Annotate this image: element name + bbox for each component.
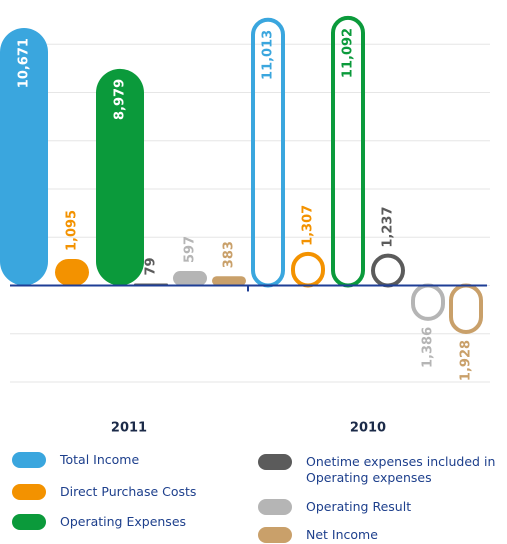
legend-item: Total Income — [12, 452, 139, 468]
chart: 2011 2010 10,671 11,013 1,095 1,307 8,979 11,09… — [0, 15, 490, 436]
x-tick-label: 2010 — [350, 421, 386, 436]
legend-swatch — [258, 454, 292, 470]
data-label: 1,237 — [381, 206, 396, 247]
bar — [96, 68, 144, 286]
legend-swatch — [12, 484, 46, 500]
bar — [55, 259, 89, 286]
legend-label: Net Income — [306, 527, 378, 542]
data-label: 597 — [183, 236, 198, 263]
data-label: 79 — [144, 257, 159, 275]
legend-item: Direct Purchase Costs — [12, 484, 196, 500]
data-label: 10,671 — [17, 38, 32, 88]
bar — [371, 253, 405, 288]
data-label: 1,095 — [65, 210, 80, 251]
bar — [291, 251, 325, 288]
legend-item: Operating Expenses — [12, 514, 186, 530]
data-label: 1,307 — [301, 205, 316, 246]
bar — [449, 283, 483, 334]
legend-label: Operating Result — [306, 499, 412, 514]
legend-label: Direct Purchase Costs — [60, 484, 197, 499]
legend-swatch — [12, 514, 46, 530]
data-label: 1,928 — [459, 340, 474, 381]
bar — [411, 283, 445, 321]
legend-item: Operating Result — [258, 499, 503, 515]
legend-label: Operating Expenses — [60, 514, 187, 529]
data-label: 383 — [222, 241, 237, 268]
data-label: 11,092 — [341, 28, 356, 78]
legend-item: Net Income — [258, 527, 503, 543]
x-tick-label: 2011 — [111, 421, 147, 436]
bar — [0, 28, 48, 286]
data-label: 8,979 — [113, 79, 128, 120]
bar — [212, 276, 246, 286]
legend-swatch — [12, 452, 46, 468]
legend-label: Onetime expenses included in Operating e… — [306, 454, 496, 485]
data-label: 11,013 — [261, 30, 276, 80]
legend-item: Onetime expenses included in Operating e… — [258, 454, 503, 486]
legend-label: Total Income — [60, 452, 140, 467]
data-label: 1,386 — [421, 327, 436, 368]
bar — [173, 271, 207, 286]
legend-swatch — [258, 499, 292, 515]
legend-swatch — [258, 527, 292, 543]
